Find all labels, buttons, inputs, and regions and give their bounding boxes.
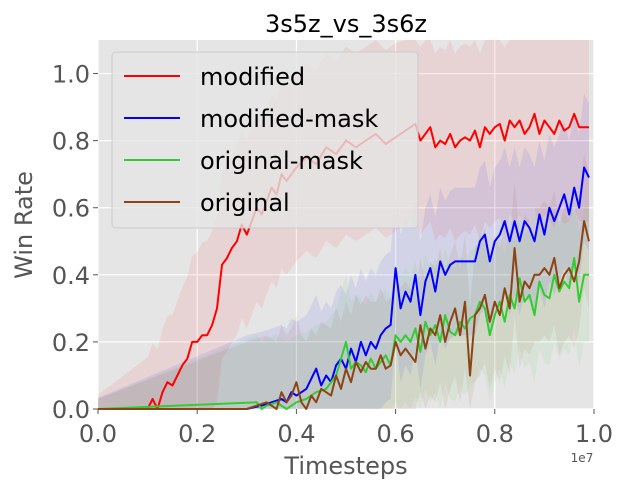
legend-label: original-mask (200, 147, 363, 175)
y-tick-label: 0.8 (52, 128, 90, 156)
x-tick-label: 0.2 (178, 420, 216, 448)
chart-title: 3s5z_vs_3s6z (265, 10, 427, 38)
ticks: 0.0 0.2 0.4 0.6 0.8 1.0 0.0 0.2 0.4 0.6 0.8 1.0 (52, 61, 613, 448)
series-band (98, 191, 589, 409)
y-tick-label: 0.4 (52, 262, 90, 290)
y-tick-label: 0.6 (52, 195, 90, 223)
legend-box (111, 51, 419, 229)
x-axis-label: Timesteps (283, 452, 407, 480)
y-axis-label: Win Rate (10, 171, 38, 279)
x-tick-label: 0.8 (476, 420, 514, 448)
legend-label: modified-mask (200, 105, 378, 133)
legend: modified modified-mask original-mask origin… (111, 51, 419, 229)
legend-label: modified (200, 63, 305, 91)
x-tick-label: 0.0 (79, 420, 117, 448)
y-tick-label: 0.2 (52, 329, 90, 357)
x-axis-offset: 1e7 (571, 451, 594, 465)
legend-label: original (200, 189, 290, 217)
series-line (98, 166, 590, 410)
x-tick-label: 0.4 (277, 420, 315, 448)
y-tick-label: 0.0 (52, 396, 90, 424)
x-tick-label: 0.6 (377, 420, 415, 448)
x-tick-label: 1.0 (575, 420, 613, 448)
series-line (98, 220, 590, 410)
y-tick-label: 1.0 (52, 61, 90, 89)
series-band (98, 154, 589, 409)
